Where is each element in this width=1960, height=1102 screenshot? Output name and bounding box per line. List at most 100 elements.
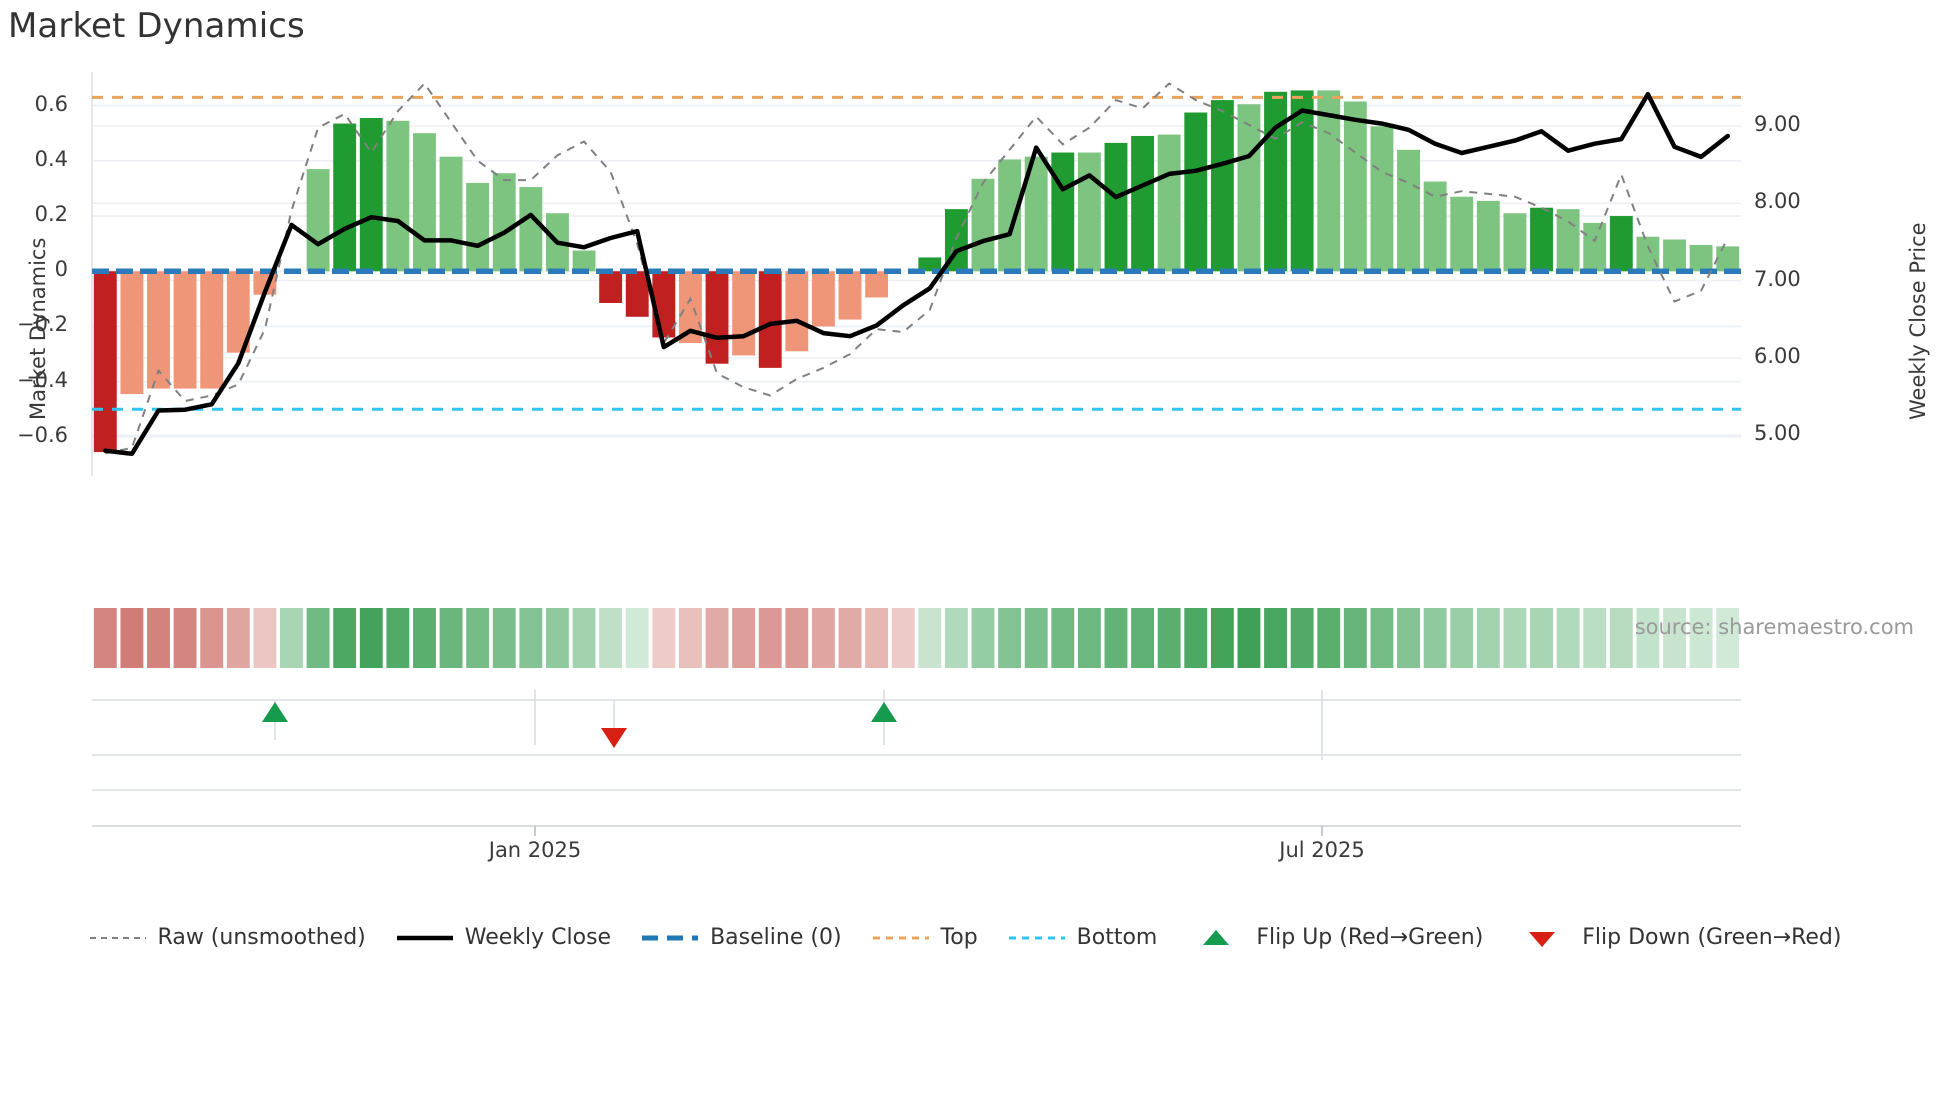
y-axis-left-tick-label: −0.2 bbox=[17, 312, 68, 337]
heatmap-cell bbox=[1157, 608, 1181, 668]
heatmap-cell bbox=[838, 608, 862, 668]
market-dynamics-bar bbox=[838, 271, 862, 320]
market-dynamics-bar bbox=[625, 271, 649, 317]
legend-item[interactable]: Flip Up (Red→Green) bbox=[1187, 925, 1483, 950]
legend-item-label: Baseline (0) bbox=[710, 925, 842, 950]
y-axis-left-tick-label: −0.6 bbox=[17, 422, 68, 447]
triangle-up-icon bbox=[1187, 927, 1245, 949]
y-axis-left-tick-label: −0.4 bbox=[17, 367, 68, 392]
heatmap-cell bbox=[1131, 608, 1155, 668]
market-dynamics-bar bbox=[1663, 239, 1686, 272]
heatmap-cell bbox=[439, 608, 463, 668]
heatmap-cell bbox=[333, 608, 357, 668]
heatmap-cell bbox=[1663, 608, 1686, 668]
heatmap-cell bbox=[1317, 608, 1341, 668]
market-dynamics-bar bbox=[758, 271, 782, 368]
heatmap-cell bbox=[918, 608, 942, 668]
heatmap-cell bbox=[413, 608, 436, 668]
heatmap-cell bbox=[147, 608, 170, 668]
market-dynamics-bar bbox=[147, 271, 170, 389]
market-dynamics-bar bbox=[306, 169, 330, 272]
heatmap-cell bbox=[599, 608, 623, 668]
heatmap-cell bbox=[1583, 608, 1607, 668]
market-dynamics-bar bbox=[1210, 100, 1234, 272]
heatmap-cell bbox=[1343, 608, 1367, 668]
market-dynamics-bar bbox=[678, 271, 702, 344]
heatmap-cell bbox=[865, 608, 889, 668]
legend-item[interactable]: Baseline (0) bbox=[641, 925, 842, 950]
heatmap-cell bbox=[1423, 608, 1447, 668]
heatmap-cell bbox=[811, 608, 835, 668]
flip-up-marker bbox=[262, 702, 288, 722]
legend-item[interactable]: Flip Down (Green→Red) bbox=[1513, 925, 1841, 950]
market-dynamics-bar bbox=[226, 271, 250, 353]
legend-item-label: Bottom bbox=[1076, 925, 1158, 950]
y-axis-left-ticks: 0.6 0.4 0.2 0 −0.2 −0.4 −0.6 bbox=[0, 0, 80, 1102]
legend-item-label: Flip Down (Green→Red) bbox=[1582, 925, 1842, 950]
market-dynamics-bar bbox=[1716, 246, 1740, 272]
y-axis-right-tick-label: 6.00 bbox=[1754, 343, 1801, 368]
market-dynamics-bar bbox=[1343, 101, 1367, 272]
heatmap-cell bbox=[120, 608, 144, 668]
dotted-line-icon bbox=[872, 927, 930, 949]
market-dynamics-bar bbox=[1423, 181, 1447, 272]
y-axis-right-tick-label: 9.00 bbox=[1754, 111, 1801, 136]
market-dynamics-bar bbox=[1370, 126, 1394, 272]
market-dynamics-bar bbox=[333, 123, 357, 272]
market-dynamics-bar bbox=[466, 182, 490, 272]
y-axis-right-tick-label: 8.00 bbox=[1754, 189, 1801, 214]
legend-item[interactable]: Top bbox=[872, 925, 978, 950]
market-dynamics-bar bbox=[599, 271, 623, 303]
legend-item[interactable]: Weekly Close bbox=[396, 925, 611, 950]
heatmap-cell bbox=[1503, 608, 1527, 668]
heatmap-cell bbox=[1530, 608, 1553, 668]
heatmap-cell bbox=[466, 608, 490, 668]
market-dynamics-bar bbox=[93, 271, 117, 453]
legend-item-label: Weekly Close bbox=[464, 925, 612, 950]
market-dynamics-bar bbox=[1104, 142, 1128, 272]
dashed-line-icon bbox=[89, 927, 147, 949]
heatmap-cell bbox=[944, 608, 968, 668]
heatmap-cell bbox=[678, 608, 702, 668]
x-axis-tick-label: Jul 2025 bbox=[1279, 838, 1365, 862]
legend-item[interactable]: Raw (unsmoothed) bbox=[89, 925, 366, 950]
heatmap-cell bbox=[93, 608, 117, 668]
heatmap-cell bbox=[280, 608, 303, 668]
market-dynamics-bar bbox=[120, 271, 144, 395]
market-dynamics-bar bbox=[200, 271, 224, 389]
x-axis-tick-label: Jan 2025 bbox=[488, 838, 582, 862]
heatmap-cell bbox=[1556, 608, 1580, 668]
legend-item[interactable]: Bottom bbox=[1008, 925, 1158, 950]
heatmap-cell bbox=[572, 608, 596, 668]
market-dynamics-bar bbox=[1530, 207, 1553, 272]
market-dynamics-bar bbox=[359, 118, 383, 272]
heatmap-cell bbox=[253, 608, 277, 668]
heatmap-cell bbox=[1476, 608, 1500, 668]
market-dynamics-bar bbox=[1131, 135, 1155, 272]
market-dynamics-bar bbox=[811, 271, 835, 327]
heatmap-cell bbox=[1024, 608, 1048, 668]
market-dynamics-bar bbox=[572, 250, 596, 272]
heatmap-cell bbox=[200, 608, 224, 668]
market-dynamics-bar bbox=[1024, 156, 1048, 272]
heatmap-cell bbox=[1450, 608, 1474, 668]
market-dynamics-bar bbox=[413, 133, 436, 272]
y-axis-right-ticks: 9.00 8.00 7.00 6.00 5.00 bbox=[1740, 0, 1860, 1102]
heatmap-cell bbox=[306, 608, 330, 668]
market-dynamics-bar bbox=[732, 271, 756, 356]
heatmap-cell bbox=[891, 608, 915, 668]
heatmap-cell bbox=[226, 608, 250, 668]
market-dynamics-bar bbox=[1689, 245, 1713, 272]
market-dynamics-bar bbox=[1450, 196, 1474, 272]
heatmap-cell bbox=[1237, 608, 1261, 668]
flip-up-marker bbox=[871, 702, 897, 722]
heatmap-cell bbox=[1184, 608, 1208, 668]
market-dynamics-bar bbox=[173, 271, 197, 389]
heatmap-cell bbox=[546, 608, 569, 668]
heatmap-cell bbox=[359, 608, 383, 668]
heatmap-cell bbox=[1290, 608, 1314, 668]
raw-unsmoothed-line bbox=[105, 81, 1729, 455]
flip-down-marker bbox=[601, 728, 627, 748]
heatmap-cell bbox=[519, 608, 543, 668]
